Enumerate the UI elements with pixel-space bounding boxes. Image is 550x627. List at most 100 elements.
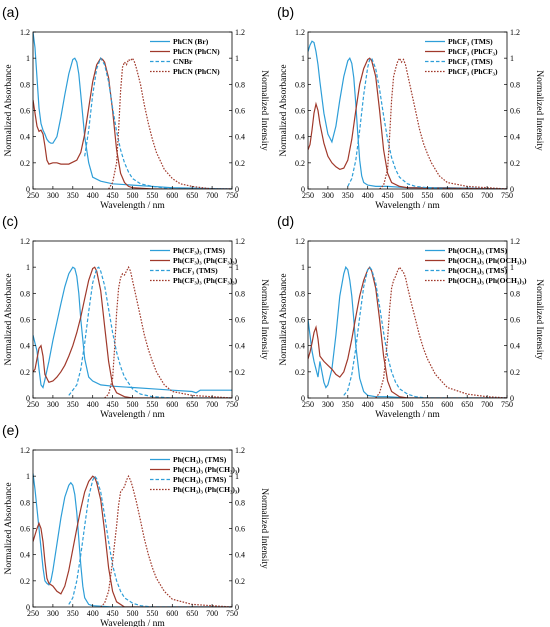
y2-tick-label: 0.8 xyxy=(510,289,520,298)
y-tick-label: 0 xyxy=(301,394,305,403)
chart-panel-a: (a) 250 300 350 400 450 500 550 600 650 700 750 0 0 0.… xyxy=(0,0,275,211)
x-tick-label: 250 xyxy=(27,609,39,618)
y2-tick-label: 0.8 xyxy=(235,289,245,298)
x-tick-label: 500 xyxy=(127,191,139,200)
y-tick-label: 0.2 xyxy=(20,159,30,168)
chart-panel-e: (e) 250 300 350 400 450 500 550 600 650 700 750 0 0 0.… xyxy=(0,418,275,627)
y-tick-label: 1 xyxy=(26,54,30,63)
legend-label: Ph(CH₃)₃ (Ph(CH₃)₃) xyxy=(173,485,240,494)
x-tick-label: 600 xyxy=(441,191,453,200)
legend-label: Ph(CH₃)₃ (TMS) xyxy=(173,475,227,484)
y2-tick-label: 0.4 xyxy=(235,133,245,142)
x-tick-label: 700 xyxy=(481,191,493,200)
x-tick-label: 350 xyxy=(342,400,354,409)
y2-tick-label: 1.2 xyxy=(235,28,245,37)
series-line-c-3 xyxy=(104,265,232,398)
y-tick-label: 0.4 xyxy=(20,133,30,142)
y2-axis-title-d: Normalized Intensity xyxy=(534,279,544,360)
y-tick-label: 0.8 xyxy=(295,289,305,298)
y2-tick-label: 0 xyxy=(235,603,239,612)
y-tick-label: 1 xyxy=(301,54,305,63)
series-line-c-2 xyxy=(68,266,232,398)
x-tick-label: 550 xyxy=(146,191,158,200)
series-group-b xyxy=(308,40,507,189)
y2-tick-label: 1.2 xyxy=(235,237,245,246)
y2-tick-label: 0.8 xyxy=(235,498,245,507)
y2-axis-title-c: Normalized Intensity xyxy=(259,279,269,360)
y2-tick-label: 0.4 xyxy=(510,342,520,351)
x-tick-label: 400 xyxy=(362,191,374,200)
y2-tick-label: 0.6 xyxy=(510,316,520,325)
series-line-d-2 xyxy=(343,266,507,398)
x-tick-label: 750 xyxy=(501,191,513,200)
legend-label: PhCN (PhCN) xyxy=(173,67,220,76)
y2-tick-label: 0.2 xyxy=(235,368,245,377)
y2-tick-label: 0.4 xyxy=(235,342,245,351)
y-tick-label: 0.2 xyxy=(20,368,30,377)
x-tick-label: 650 xyxy=(186,191,198,200)
x-tick-label: 450 xyxy=(107,400,119,409)
x-tick-label: 300 xyxy=(47,400,59,409)
y-tick-label: 1.2 xyxy=(295,237,305,246)
x-axis-title-e: Wavelength / nm xyxy=(100,619,165,627)
legend-label: PhCF₃ (PhCF₃) xyxy=(448,47,498,56)
y-tick-label: 0.8 xyxy=(20,289,30,298)
x-tick-label: 500 xyxy=(127,609,139,618)
series-line-c-0 xyxy=(33,266,232,394)
y-tick-label: 0.8 xyxy=(20,498,30,507)
series-line-d-1 xyxy=(308,266,507,398)
y2-tick-label: 0 xyxy=(510,394,514,403)
series-line-b-1 xyxy=(308,57,507,189)
chart-panel-b: (b) 250 300 350 400 450 500 550 600 650 700 750 0 0 0.… xyxy=(275,0,550,211)
x-tick-label: 750 xyxy=(226,609,238,618)
legend-label: PhCF₃ (TMS) xyxy=(448,57,493,66)
legend-label: Ph(OCH₃)₃ (TMS) xyxy=(448,266,508,275)
legend-label: Ph(CH₃)₃ (Ph(CH₃)₃) xyxy=(173,465,240,474)
series-line-c-1 xyxy=(33,266,232,398)
series-line-a-2 xyxy=(84,56,232,189)
series-line-b-3 xyxy=(379,56,507,189)
x-tick-label: 500 xyxy=(127,400,139,409)
x-tick-label: 750 xyxy=(501,400,513,409)
series-line-e-3 xyxy=(100,474,232,607)
y-tick-label: 0.2 xyxy=(295,368,305,377)
legend-label: PhCN (PhCN) xyxy=(173,47,220,56)
x-tick-label: 600 xyxy=(441,400,453,409)
y2-axis-title-e: Normalized Intensity xyxy=(259,488,269,569)
series-line-a-1 xyxy=(33,57,232,189)
legend-label: PhCF₃ (PhCF₃) xyxy=(448,67,498,76)
y2-tick-label: 0.4 xyxy=(510,133,520,142)
y2-tick-label: 0 xyxy=(510,185,514,194)
y-tick-label: 0.6 xyxy=(295,107,305,116)
x-tick-label: 600 xyxy=(166,400,178,409)
x-tick-label: 650 xyxy=(461,191,473,200)
x-axis-title-b: Wavelength / nm xyxy=(375,201,440,211)
y2-axis-title-b: Normalized Intensity xyxy=(534,70,544,151)
x-tick-label: 450 xyxy=(107,609,119,618)
legend-label: PhCF₃ (TMS) xyxy=(448,37,493,46)
series-line-e-2 xyxy=(68,475,232,607)
series-line-b-2 xyxy=(347,57,507,189)
series-line-e-1 xyxy=(33,475,232,607)
x-tick-label: 500 xyxy=(402,191,414,200)
series-line-b-0 xyxy=(308,40,507,189)
x-tick-label: 700 xyxy=(206,191,218,200)
series-line-a-3 xyxy=(108,57,232,189)
y2-tick-label: 0.4 xyxy=(235,551,245,560)
y-tick-label: 0.4 xyxy=(20,342,30,351)
y2-tick-label: 0.6 xyxy=(235,107,245,116)
x-tick-label: 600 xyxy=(166,191,178,200)
x-axis-title-c: Wavelength / nm xyxy=(100,410,165,420)
legend-label: Ph(CH₃)₃ (TMS) xyxy=(173,455,227,464)
x-tick-label: 350 xyxy=(342,191,354,200)
legend-label: Ph(CF₃)₃ (TMS) xyxy=(173,246,225,255)
x-tick-label: 400 xyxy=(362,400,374,409)
y-tick-label: 1.2 xyxy=(20,28,30,37)
series-group-e xyxy=(33,473,232,607)
x-tick-label: 250 xyxy=(302,400,314,409)
y2-tick-label: 1 xyxy=(235,472,239,481)
panel-label-a: (a) xyxy=(2,4,19,20)
series-group-c xyxy=(33,265,232,398)
